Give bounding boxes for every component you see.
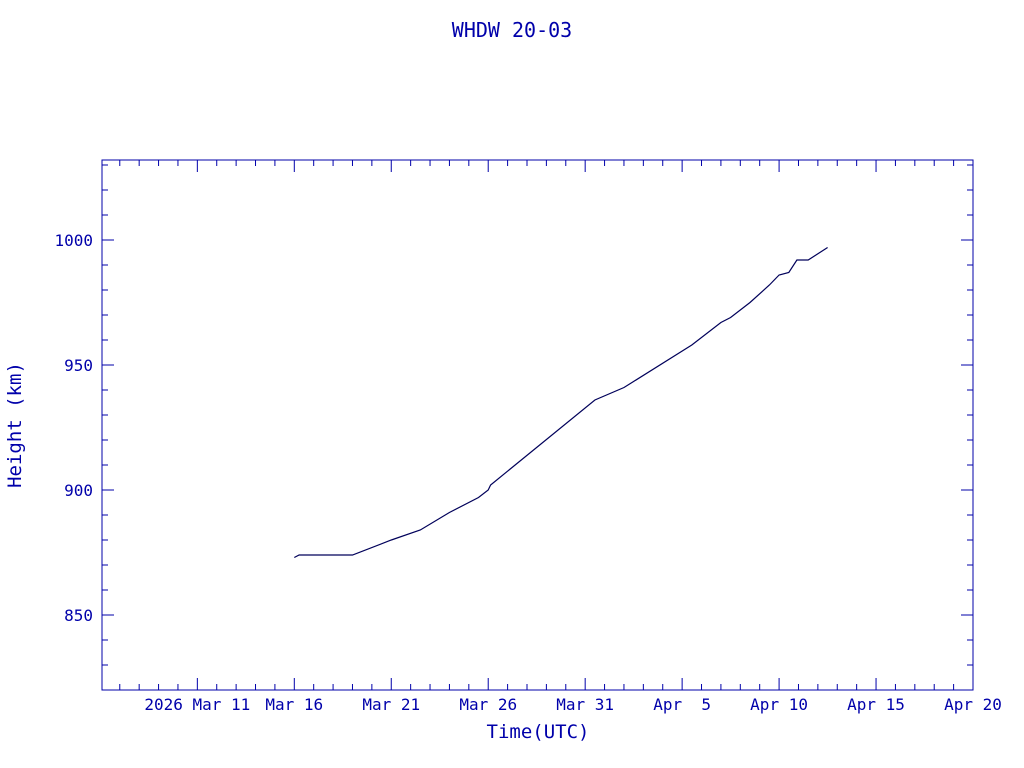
y-tick-label: 900 (64, 481, 93, 500)
y-tick-label: 950 (64, 356, 93, 375)
series-line-0 (294, 246, 828, 559)
x-axis: 2026 Mar 11 Mar 16 Mar 21 Mar 26 Mar 31 Apr 5… (119, 160, 1002, 714)
x-tick-label: Mar 26 (459, 695, 517, 714)
y-axis-title: Height (km) (4, 362, 26, 488)
chart-title: WHDW 20-03 (452, 18, 572, 42)
y-tick-label: 850 (64, 606, 93, 625)
x-tick-label: Apr 10 (750, 695, 808, 714)
x-tick-label: Mar 31 (556, 695, 614, 714)
y-tick-label: 1000 (54, 231, 93, 250)
plot-frame (101, 159, 974, 691)
series-group (294, 246, 828, 559)
x-tick-label: Mar 16 (265, 695, 323, 714)
x-tick-label: Apr 20 (944, 695, 1002, 714)
x-tick-label: Mar 21 (362, 695, 420, 714)
x-tick-label: Apr 15 (847, 695, 905, 714)
y-axis: 850 900 950 1000 (54, 164, 973, 691)
x-tick-label: 2026 Mar 11 (144, 695, 250, 714)
x-tick-label: Apr 5 (653, 695, 711, 714)
x-axis-title: Time(UTC) (487, 721, 590, 743)
